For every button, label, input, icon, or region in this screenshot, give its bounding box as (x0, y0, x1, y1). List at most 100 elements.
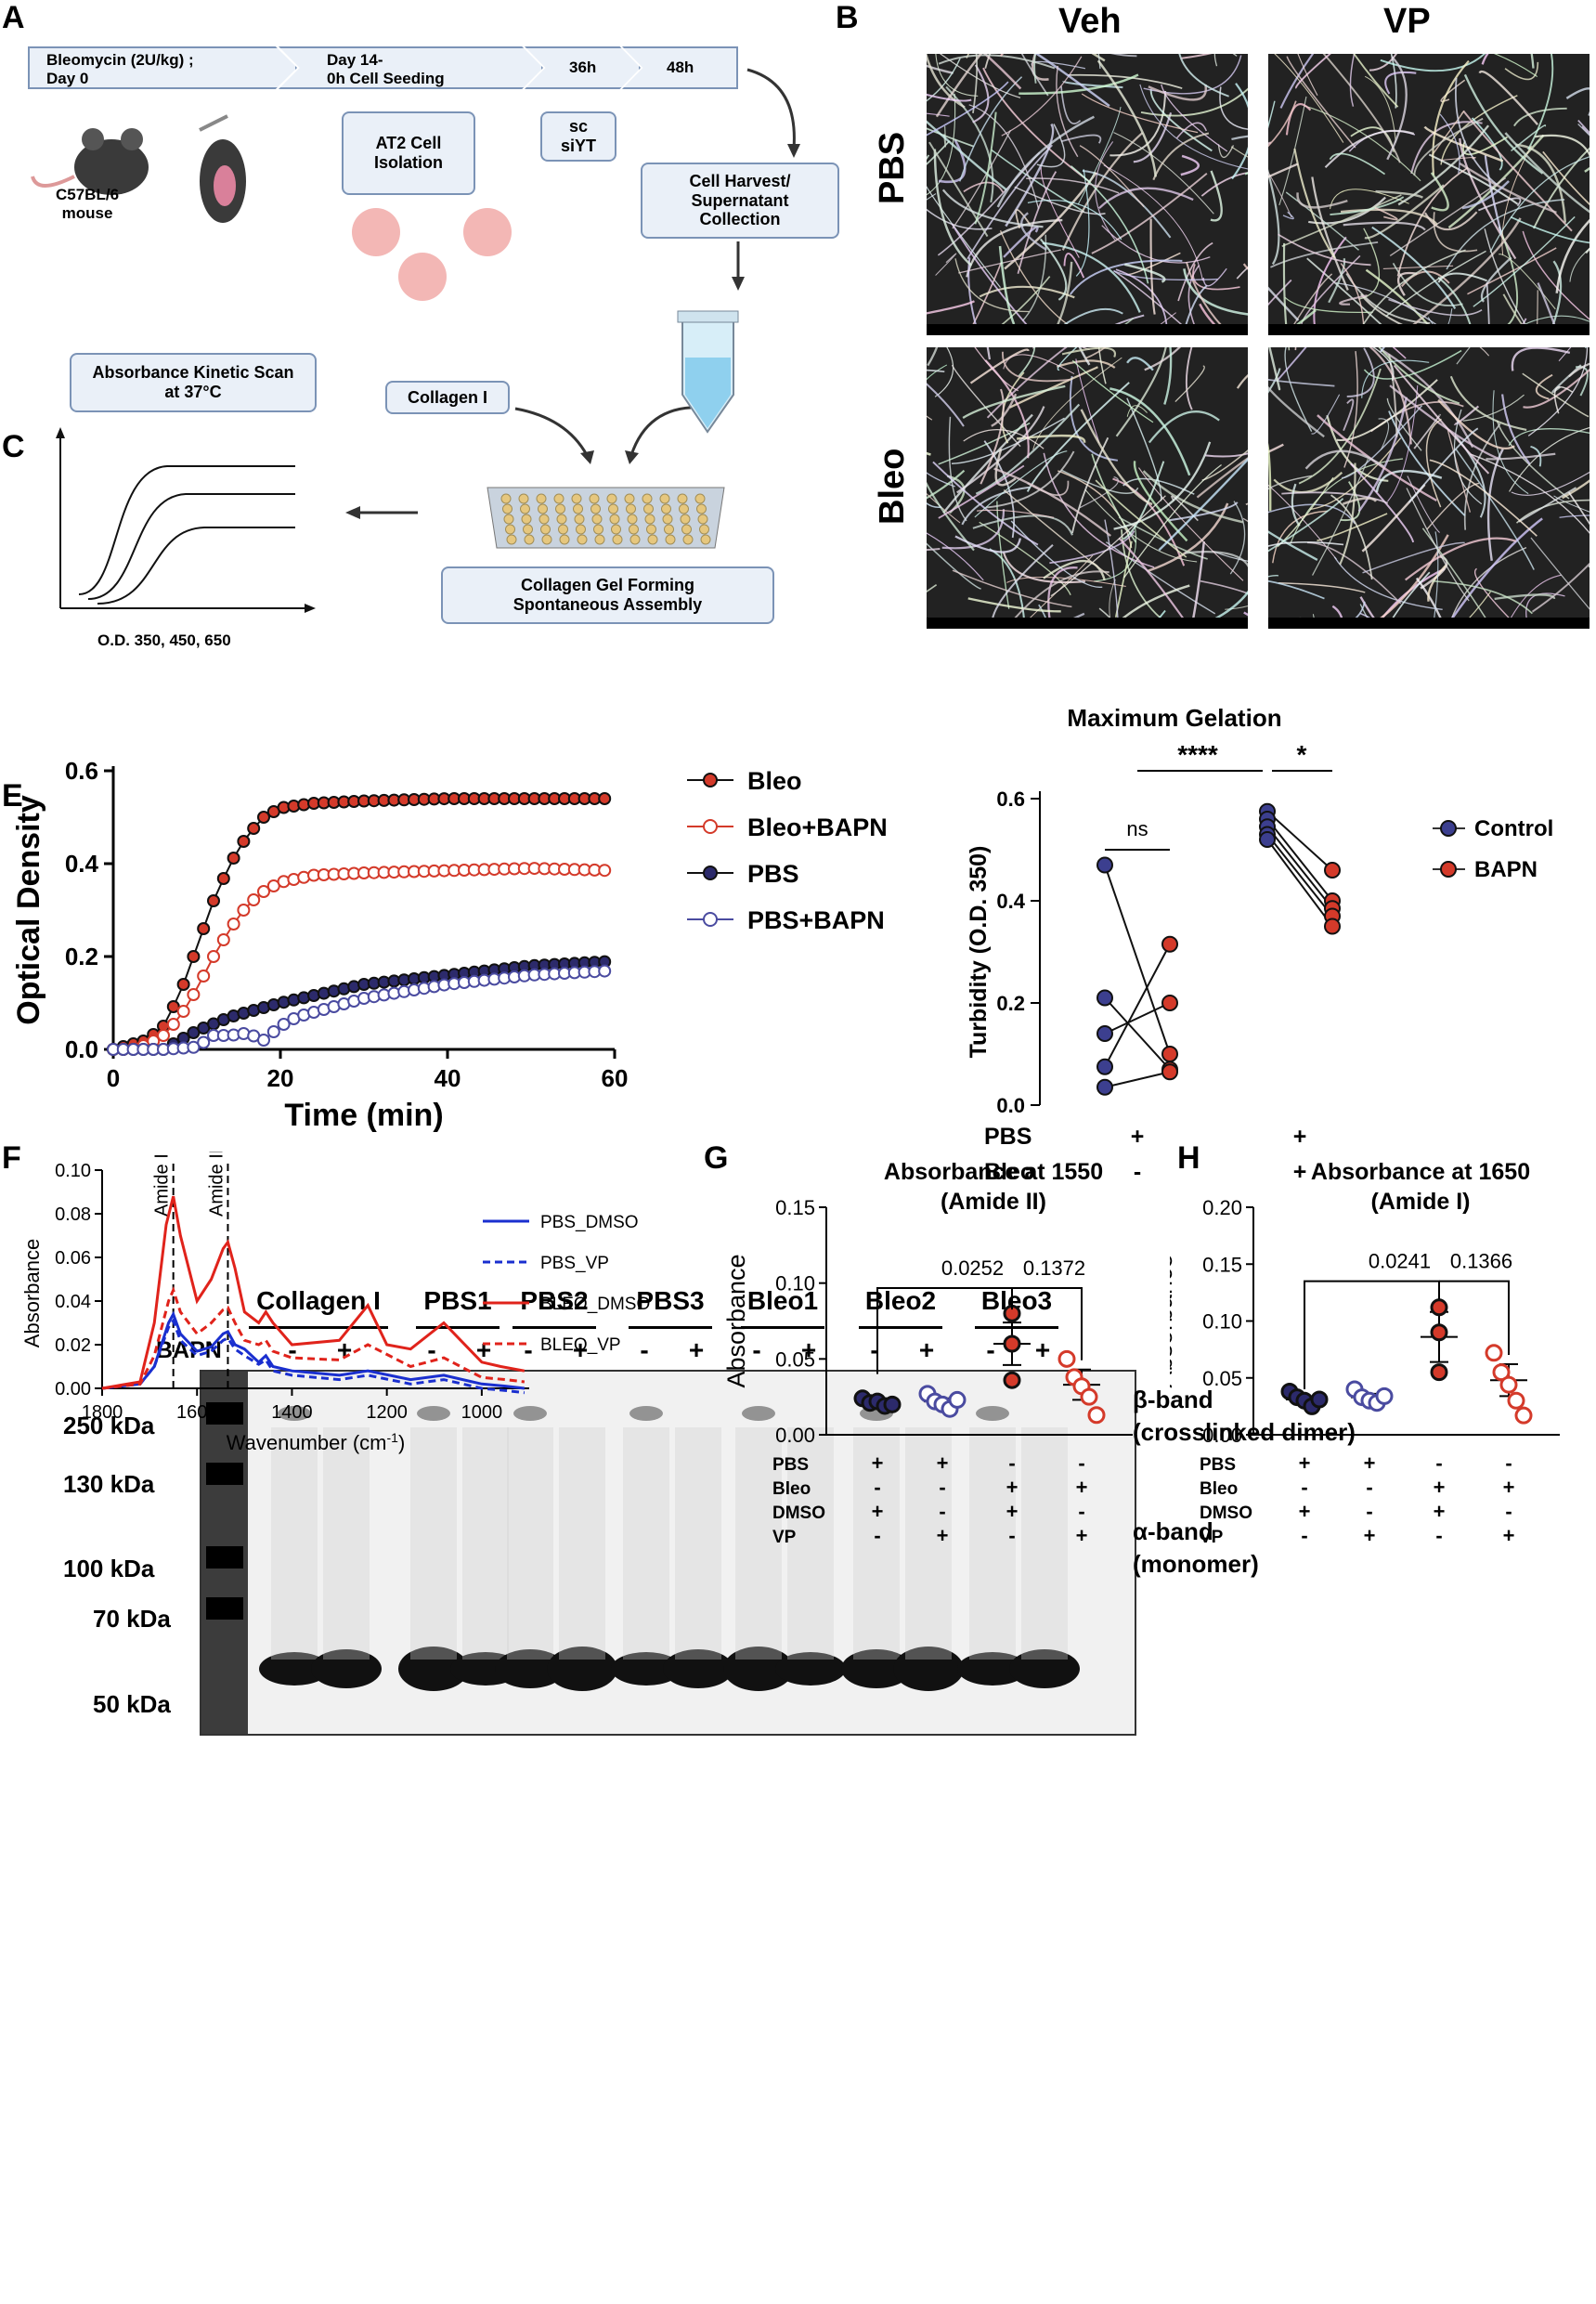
data-point (1499, 1375, 1518, 1394)
marker-50: 50 kDa (93, 1690, 171, 1718)
legend-marker (703, 912, 718, 927)
data-point (247, 822, 261, 835)
chart-h: Absorbance at 1650 (Amide I) 0.00 0.05 0.10 0… (1170, 1159, 1560, 1547)
bapn-point (1161, 935, 1178, 953)
blot-group-underline (975, 1326, 1058, 1329)
data-point (227, 918, 240, 931)
od-label: O.D. 350, 450, 650 (97, 631, 231, 649)
data-point (1430, 1323, 1448, 1342)
blot-group-underline (249, 1326, 388, 1329)
panel-a-arrows (56, 68, 800, 613)
pair-line (1266, 826, 1333, 909)
row-value: + (872, 1500, 884, 1523)
y-tick-label: 0.6 (65, 757, 98, 785)
gel-forming-box: Collagen Gel Forming Spontaneous Assembl… (441, 566, 774, 624)
bapn-minus: - (752, 1335, 761, 1364)
data-point (257, 1034, 270, 1047)
lane-smear (969, 1427, 1016, 1660)
row-label: Bleo (984, 1159, 1034, 1185)
legend-label: PBS_VP (540, 1254, 609, 1273)
chart-subtitle: (Amide II) (941, 1189, 1046, 1215)
ladder-band (206, 1597, 243, 1620)
marker-250: 250 kDa (63, 1412, 155, 1439)
beta-band (629, 1406, 663, 1421)
data-point (1087, 1406, 1106, 1425)
row-value: + (1364, 1451, 1376, 1475)
data-point (1080, 1387, 1098, 1406)
sig-bapn: * (1297, 740, 1307, 769)
data-point (197, 1035, 211, 1049)
blot-group-underline (859, 1326, 942, 1329)
row-value: - (1078, 1451, 1084, 1475)
row-label: VP (1200, 1528, 1224, 1547)
control-point (1096, 1078, 1113, 1096)
x-axis-label: Time (min) (284, 1098, 443, 1133)
data-point (1003, 1371, 1021, 1389)
row-value: - (1301, 1524, 1307, 1547)
row-value: + (1293, 1124, 1307, 1150)
blot-group-label: Bleo1 (746, 1286, 819, 1315)
data-point (247, 893, 261, 906)
panel-label-h: H (1177, 1140, 1200, 1176)
row-value: - (1505, 1451, 1512, 1475)
data-point (197, 922, 211, 935)
panel-label-e: E (2, 778, 23, 814)
row-value: + (1131, 1124, 1145, 1150)
col-vp-label: VP (1383, 2, 1431, 41)
row-label: PBS (1200, 1455, 1236, 1475)
bapn-minus: - (288, 1335, 297, 1364)
collagen-box: Collagen I (385, 381, 510, 414)
row-value: - (874, 1524, 880, 1547)
legend-label: BLEO_DMSO (540, 1295, 650, 1314)
legend-marker (1440, 861, 1457, 878)
pair-line (1266, 839, 1333, 928)
panel-label-g: G (704, 1140, 729, 1176)
pair-line (1266, 833, 1333, 918)
well-plate-illustration (487, 487, 725, 549)
y-tick-label: 0.02 (55, 1335, 91, 1356)
x-tick-label: 1800 (82, 1402, 123, 1423)
row-value: - (1008, 1451, 1015, 1475)
p-value: 0.1366 (1450, 1250, 1512, 1273)
sig-bracket (1439, 1280, 1510, 1356)
row-value: - (1078, 1500, 1084, 1523)
row-label: DMSO (1200, 1503, 1252, 1523)
y-tick-label: 0.6 (996, 788, 1025, 811)
pair-line (1104, 1071, 1171, 1088)
bapn-plus: + (918, 1335, 935, 1364)
x-tick-label: 0 (107, 1064, 120, 1092)
row-label: DMSO (772, 1503, 825, 1523)
spectrum-line (101, 1195, 526, 1390)
lane-smear (271, 1427, 318, 1660)
bapn-plus: + (800, 1335, 817, 1364)
blot-group-label: PBS1 (423, 1286, 492, 1315)
alpha-band (893, 1647, 964, 1691)
row-value: - (1366, 1476, 1372, 1499)
row-label: Bleo (772, 1479, 811, 1499)
row-value: - (1435, 1524, 1442, 1547)
row-label: VP (772, 1528, 797, 1547)
alpha-band (723, 1647, 794, 1691)
bapn-minus: - (870, 1335, 879, 1364)
bapn-minus: - (524, 1335, 533, 1364)
lane-smear (323, 1427, 370, 1660)
western-blot (200, 1370, 1136, 1736)
bapn-point (1161, 1046, 1178, 1062)
panel-label-a: A (2, 0, 25, 35)
legend-marker (703, 819, 718, 834)
legend-marker (703, 773, 718, 788)
y-tick-label: 0.08 (55, 1204, 91, 1225)
x-tick-label: 1000 (461, 1402, 503, 1423)
row-bleo-label: Bleo (873, 448, 912, 525)
row-value: - (1134, 1159, 1141, 1185)
data-point (207, 894, 220, 907)
data-point (187, 1040, 201, 1054)
p-value: 0.1372 (1023, 1256, 1085, 1280)
at2-isolation-box: AT2 Cell Isolation (342, 111, 475, 195)
sem-image-pbs-veh (927, 54, 1248, 335)
bapn-minus: - (427, 1335, 436, 1364)
control-point (1259, 831, 1276, 848)
legend-label: Bleo (747, 767, 802, 795)
chart-title: Absorbance at 1650 (1311, 1159, 1530, 1185)
ladder-band (206, 1463, 243, 1485)
